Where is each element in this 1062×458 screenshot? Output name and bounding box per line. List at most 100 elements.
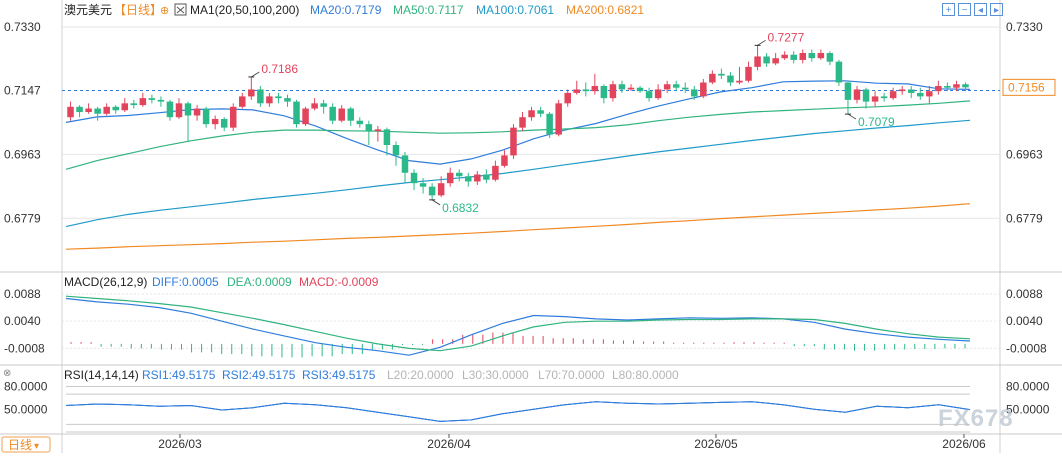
price-tick-left: 0.6963 [4, 147, 41, 161]
candle-body [835, 61, 843, 83]
price-tick-left: 0.6779 [4, 211, 41, 225]
candle-body [727, 75, 734, 83]
settings-icon[interactable]: ⊕ [160, 5, 169, 17]
rsi-title: RSI(14,14,14) [64, 368, 139, 382]
candle-body [166, 101, 174, 118]
x-tick-label: 2026/03 [158, 437, 202, 451]
candle-body [446, 172, 454, 184]
macd-panel [65, 295, 971, 358]
annotation-label: 0.7277 [768, 30, 805, 44]
candle-body [94, 108, 101, 114]
candle-body [519, 117, 526, 128]
candle-body [320, 103, 327, 107]
x-tick-label: 2026/06 [942, 437, 986, 451]
annotation-leader [431, 199, 441, 206]
candle-body [799, 52, 807, 60]
candle-body [582, 89, 590, 92]
candle-body [654, 89, 662, 99]
candle-body [681, 87, 689, 90]
candle-body [266, 96, 273, 104]
ma100-label: MA100:0.7061 [476, 3, 554, 17]
candle-body [474, 174, 481, 182]
candle-body [374, 129, 382, 132]
candle-body [889, 91, 897, 99]
last-price-label: 0.7156 [1008, 80, 1045, 94]
macd-diff-label: DIFF:0.0005 [152, 275, 219, 289]
period-button[interactable] [1, 436, 51, 453]
candlestick-series [67, 45, 969, 200]
candle-body [338, 108, 345, 121]
candle-body [76, 106, 83, 113]
price-annotations: 0.7186 0.6832 0.7277 0.7079 [248, 30, 895, 215]
macd-tick-left: 0.0040 [4, 314, 41, 328]
candle-body [853, 89, 861, 100]
last-price-tag [1002, 78, 1056, 96]
candle-body [636, 87, 644, 92]
macd-line-diff [65, 297, 971, 356]
candle-body [862, 89, 870, 102]
candle-body [555, 103, 562, 135]
candle-body [817, 52, 825, 59]
candle-body [184, 103, 192, 116]
candle-body [871, 96, 879, 102]
price-tick-right: 0.7330 [1006, 20, 1043, 34]
candle-body [564, 92, 571, 104]
candle-body [329, 106, 336, 121]
candle-body [492, 165, 499, 180]
ma50-label: MA50:0.7117 [393, 3, 464, 17]
candle-body [229, 106, 237, 128]
annotation-label: 0.6832 [442, 201, 479, 215]
candle-body [85, 108, 92, 113]
ma-line-ma20 [65, 80, 971, 165]
candle-body [383, 129, 391, 145]
zoom-out-icon[interactable]: − [958, 3, 971, 16]
candle-body [672, 84, 680, 88]
annotation-label: 0.7186 [261, 62, 298, 76]
candle-body [627, 87, 635, 90]
rsi-tick-left: 50.0000 [4, 402, 48, 416]
macd-tick-right: 0.0040 [1006, 314, 1043, 328]
scroll-left-icon[interactable]: ◂ [974, 3, 987, 16]
candle-body [754, 56, 761, 67]
candle-body [437, 183, 445, 196]
candle-body [202, 108, 210, 125]
collapse-icon[interactable]: ⊗ [3, 368, 11, 379]
candle-body [808, 52, 816, 59]
indicator-toggle-glyph [176, 6, 185, 14]
rsi-tick-right: 80.0000 [1006, 380, 1050, 394]
candle-body [392, 145, 400, 156]
candle-body [175, 103, 183, 118]
candle-body [501, 155, 508, 166]
rsi-l70-label: L70:70.0000 [538, 368, 605, 382]
macd-tick-left: -0.0008 [4, 341, 45, 355]
candle-body [917, 92, 924, 97]
candle-body [356, 120, 364, 125]
candle-body [935, 85, 942, 92]
period-button-label: 日线 [8, 438, 32, 452]
indicator-toggle-icon[interactable] [174, 3, 187, 16]
price-tick-left: 0.7147 [4, 83, 41, 97]
candle-body [257, 89, 264, 104]
x-tick-label: 2026/04 [427, 437, 471, 451]
annotation-leader [847, 113, 857, 120]
price-tick-right: 0.6779 [1006, 211, 1043, 225]
candle-body [736, 80, 743, 83]
candle-body [284, 98, 291, 102]
scroll-right-icon[interactable]: ▸ [990, 3, 1003, 16]
macd-value-label: MACD:-0.0009 [299, 275, 379, 289]
price-tick-left: 0.7330 [4, 20, 41, 34]
candle-body [591, 85, 599, 92]
ma-line-ma50 [65, 100, 971, 170]
candle-body [609, 84, 617, 99]
zoom-in-icon[interactable]: + [942, 3, 955, 16]
candle-body [121, 103, 129, 111]
candle-body [293, 101, 300, 125]
candle-body [311, 103, 318, 109]
ma-line-ma100 [65, 119, 971, 228]
candle-body [763, 56, 770, 64]
period-label: 【日线】 [114, 3, 162, 17]
candle-body [347, 108, 355, 121]
moving-average-lines [65, 80, 971, 250]
